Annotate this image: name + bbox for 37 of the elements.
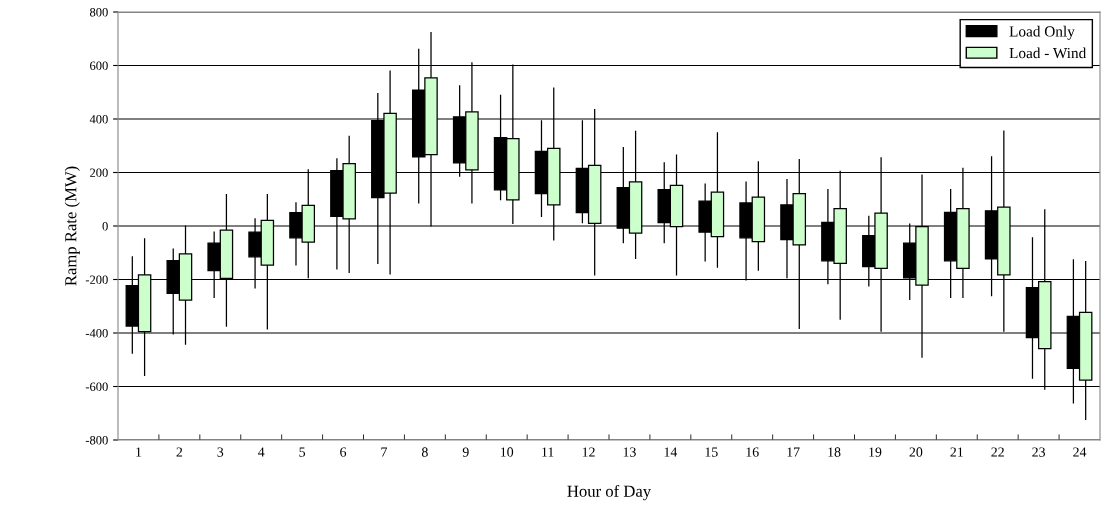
- x-tick-label: 8: [421, 447, 428, 457]
- x-tick-label: 1: [136, 447, 142, 457]
- x-tick-label: 5: [299, 447, 306, 457]
- x-tick-label: 15: [705, 447, 718, 457]
- x-tick-label: 11: [542, 447, 554, 457]
- x-tick-label: 10: [500, 447, 514, 457]
- y-tick-label: 200: [90, 168, 108, 177]
- x-tick-label: 14: [664, 447, 678, 457]
- legend-label: Load Only: [1009, 25, 1075, 40]
- x-tick-label: 7: [381, 447, 388, 457]
- y-tick-label: -800: [85, 436, 108, 445]
- x-tick-label: 18: [828, 447, 841, 457]
- x-tick-label: 24: [1073, 447, 1087, 457]
- x-tick-label: 23: [1032, 447, 1046, 457]
- y-tick-label: 400: [89, 115, 108, 124]
- y-tick-label: -200: [85, 275, 108, 284]
- x-tick-label: 20: [909, 447, 923, 457]
- y-tick-label: 800: [90, 8, 108, 17]
- y-tick-label: 600: [90, 61, 108, 70]
- x-tick-label: 9: [462, 447, 469, 457]
- y-tick-label: -600: [85, 382, 108, 391]
- x-tick-label: 13: [623, 447, 636, 457]
- legend-label: Load - Wind: [1009, 47, 1087, 59]
- y-tick-label: -400: [85, 329, 108, 338]
- x-tick-label: 3: [217, 447, 224, 457]
- x-tick-label: 16: [746, 447, 759, 457]
- x-tick-label: 19: [869, 447, 882, 457]
- x-tick-label: 12: [582, 447, 595, 457]
- x-tick-label: 4: [258, 447, 265, 457]
- x-tick-label: 21: [950, 447, 963, 457]
- y-axis-title: Ramp Rate (MW): [64, 166, 80, 286]
- x-tick-label: 17: [787, 447, 800, 457]
- y-tick-label: 0: [102, 222, 108, 231]
- x-axis-title: Hour of Day: [567, 484, 652, 501]
- x-tick-label: 6: [340, 447, 347, 457]
- x-tick-label: 2: [176, 447, 183, 457]
- x-tick-label: 22: [991, 447, 1004, 457]
